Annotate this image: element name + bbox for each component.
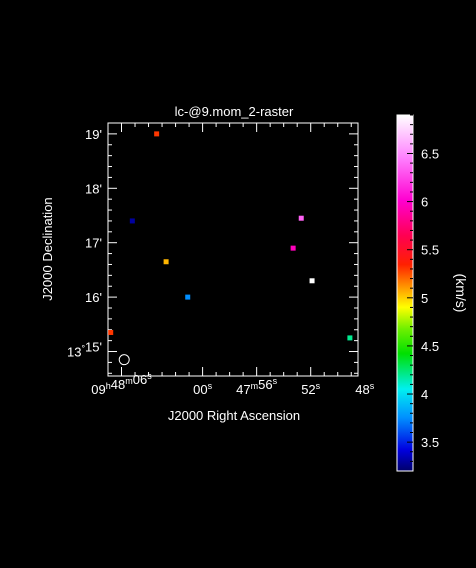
chart-title: lc-@9.mom_2-raster bbox=[175, 104, 294, 119]
colorbar-tick-label: 4 bbox=[421, 387, 428, 402]
x-tick-label: 48s bbox=[355, 381, 374, 397]
y-tick-label: 17' bbox=[85, 236, 102, 251]
data-point bbox=[290, 245, 296, 251]
beam-ellipse bbox=[118, 354, 130, 366]
x-axis-tick-labels: 09h48m06s 00s 47m56s 52s 48s bbox=[91, 371, 374, 397]
data-point bbox=[298, 215, 304, 221]
y-axis-tick-labels: 19' 18' 17' 16' 13°15' bbox=[67, 127, 102, 360]
data-point bbox=[347, 335, 353, 341]
data-point bbox=[309, 278, 315, 284]
colorbar-tick-label: 5.5 bbox=[421, 243, 439, 258]
x-tick-label: 47m56s bbox=[236, 376, 277, 397]
x-axis-ticks bbox=[121, 123, 352, 376]
colorbar-tick-label: 3.5 bbox=[421, 435, 439, 450]
y-axis-label: J2000 Declination bbox=[40, 197, 55, 300]
data-point bbox=[185, 294, 191, 300]
data-point bbox=[108, 329, 114, 335]
x-axis-label: J2000 Right Ascension bbox=[168, 408, 300, 423]
data-point bbox=[163, 259, 169, 265]
colorbar-tick-labels: 3.5 4 4.5 5 5.5 6 6.5 bbox=[421, 146, 439, 450]
colorbar-tick-label: 6.5 bbox=[421, 146, 439, 161]
x-tick-label: 52s bbox=[301, 381, 320, 397]
colorbar-tick-label: 5 bbox=[421, 291, 428, 306]
y-tick-label: 18' bbox=[85, 181, 102, 196]
colorbar-ticks bbox=[407, 114, 413, 462]
colorbar-label: (km/s) bbox=[453, 274, 469, 313]
y-axis-ticks bbox=[108, 122, 358, 374]
colorbar-tick-label: 6 bbox=[421, 195, 428, 210]
x-tick-label: 09h48m06s bbox=[91, 371, 152, 397]
colorbar-tick-label: 4.5 bbox=[421, 339, 439, 354]
x-tick-label: 00s bbox=[193, 381, 212, 397]
plot-frame bbox=[107, 122, 359, 377]
data-point bbox=[129, 218, 135, 224]
data-points bbox=[108, 131, 353, 341]
data-point bbox=[154, 131, 160, 137]
colorbar bbox=[396, 114, 414, 472]
y-tick-label: 16' bbox=[85, 290, 102, 305]
y-tick-label: 19' bbox=[85, 127, 102, 142]
y-tick-label: 13°15' bbox=[67, 340, 102, 360]
